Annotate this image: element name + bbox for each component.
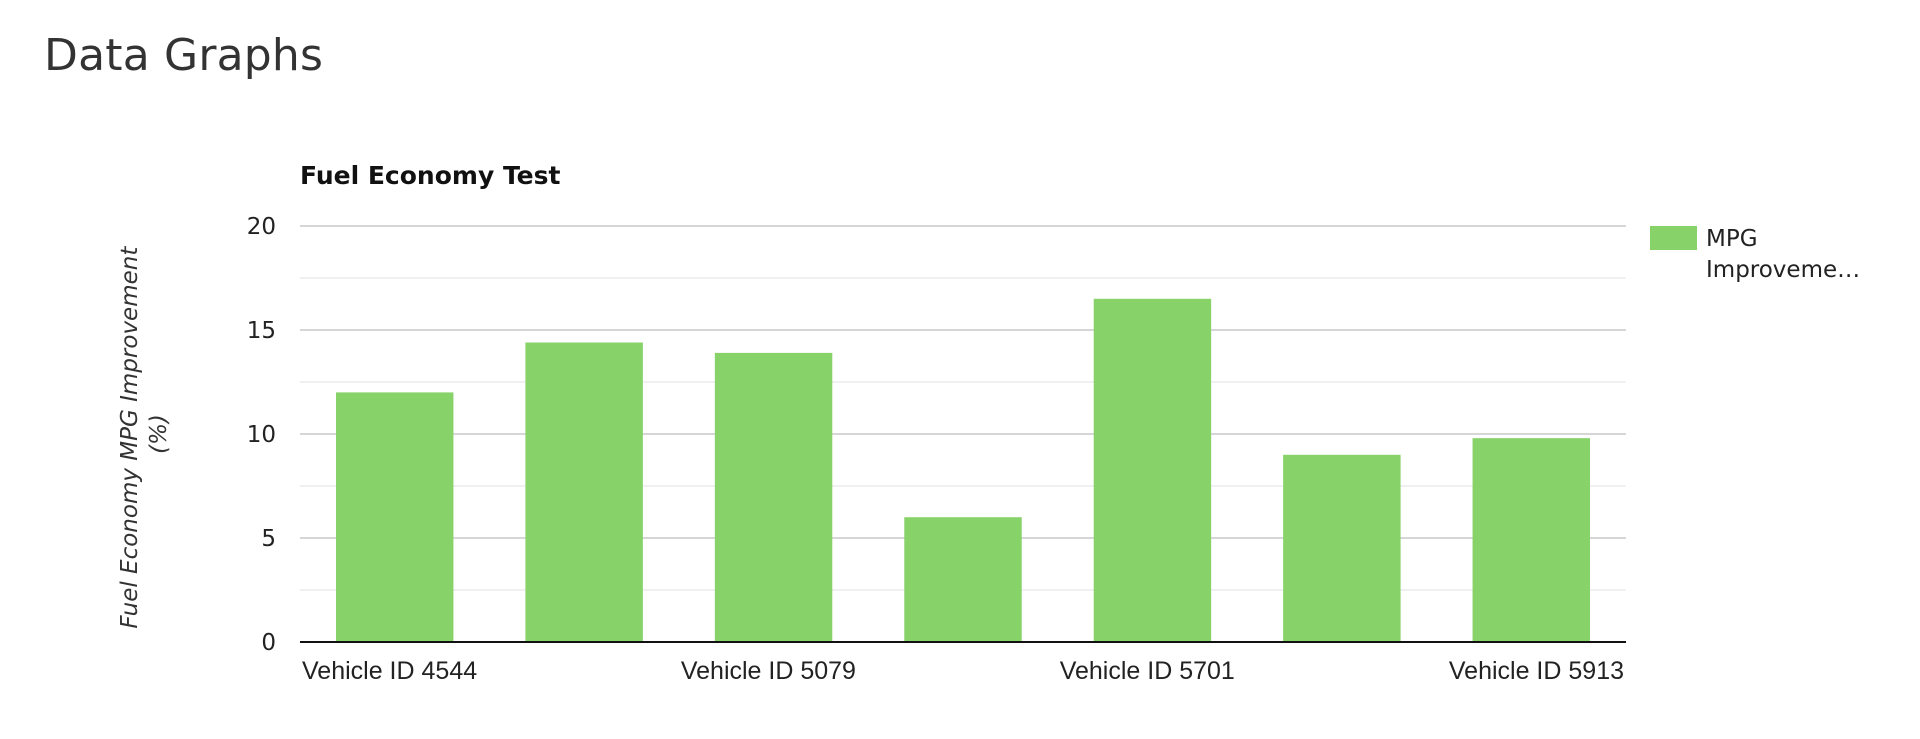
- y-axis-title-line-1: Fuel Economy MPG Improvement: [117, 246, 143, 629]
- bar-5: [1283, 454, 1401, 642]
- bar-3: [904, 517, 1022, 642]
- x-tick-label-6: Vehicle ID 5913: [1449, 657, 1624, 685]
- bar-4: [1093, 298, 1212, 642]
- y-tick-label-4: 20: [247, 214, 276, 240]
- bar-1: [525, 342, 643, 642]
- chart-title: Fuel Economy Test: [300, 161, 561, 190]
- y-tick-label-3: 15: [247, 318, 276, 344]
- bar-0: [335, 392, 454, 642]
- y-axis-ticks: 0 5 10 15 20: [247, 214, 276, 656]
- bars: [335, 298, 1591, 642]
- x-axis-ticks: Vehicle ID 4544 Vehicle ID 5079 Vehicle ID…: [302, 657, 1624, 685]
- x-tick-label-4: Vehicle ID 5701: [1060, 657, 1235, 685]
- legend-label-line-2: Improveme…: [1706, 257, 1860, 283]
- bar-2: [714, 352, 833, 642]
- legend-label-line-1: MPG: [1706, 226, 1758, 252]
- y-tick-label-0: 0: [261, 630, 276, 656]
- legend-swatch: [1650, 226, 1697, 250]
- minor-gridlines: [300, 277, 1626, 591]
- legend: MPG Improveme…: [1650, 226, 1860, 283]
- major-gridlines: [300, 225, 1626, 539]
- x-tick-label-0: Vehicle ID 4544: [302, 657, 477, 685]
- y-tick-label-1: 5: [261, 526, 276, 552]
- y-axis-title-line-2: (%): [146, 414, 172, 454]
- bar-6: [1472, 438, 1591, 642]
- y-axis-title: Fuel Economy MPG Improvement (%): [117, 239, 172, 628]
- page-heading: Data Graphs: [44, 30, 324, 81]
- y-tick-label-2: 10: [247, 422, 276, 448]
- x-tick-label-2: Vehicle ID 5079: [681, 657, 856, 685]
